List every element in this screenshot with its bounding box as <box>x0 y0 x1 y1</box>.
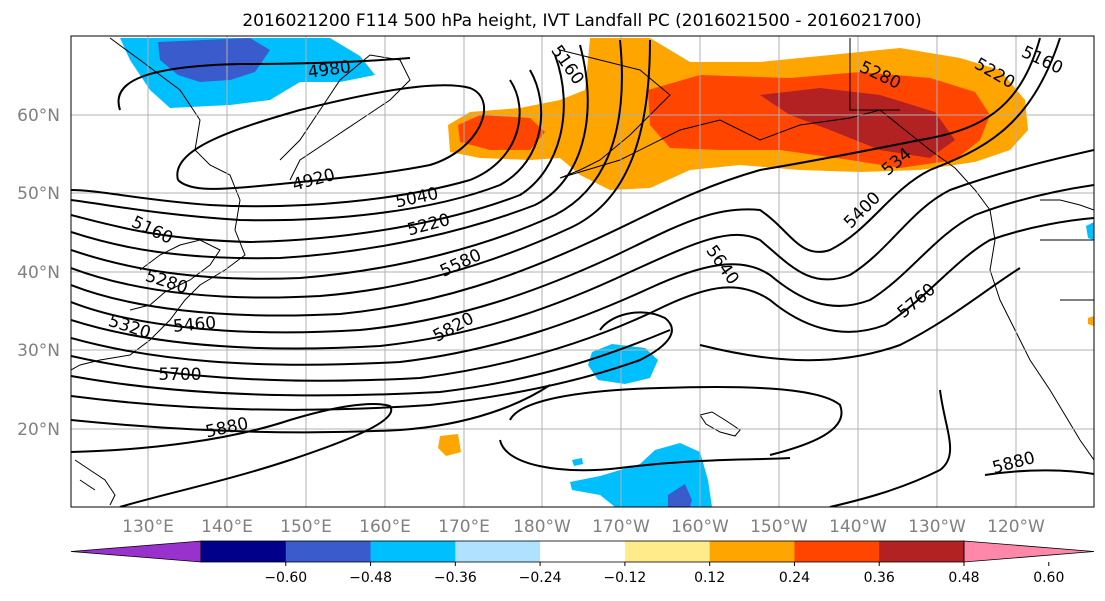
colorbar-segment <box>370 541 456 562</box>
ivt-orange-coast <box>1088 316 1094 326</box>
ivt-blue-nw <box>158 38 270 82</box>
colorbar-tick-label: −0.60 <box>264 570 307 586</box>
colorbar-segment <box>794 541 880 562</box>
coast-na-borders <box>849 38 1094 301</box>
contour-5880-west <box>71 403 393 507</box>
lat-tick-label: 40°N <box>17 263 60 283</box>
ivt-red-west <box>458 115 545 150</box>
lat-tick-label: 50°N <box>17 184 60 204</box>
colorbar-extend-low <box>70 540 202 563</box>
colorbar: −0.60 −0.48 −0.36 −0.24 −0.12 0.12 0.24 0.36 0.4… <box>70 540 1095 586</box>
colorbar-segment <box>879 541 965 562</box>
contour-5520 <box>71 149 1094 350</box>
colorbar-tick-label: 0.36 <box>864 570 895 586</box>
lon-tick-labels: 130°E 140°E 150°E 160°E 170°E 180°W 170°… <box>122 517 1045 537</box>
lon-tick-label: 180°W <box>513 517 571 537</box>
lon-tick-label: 140°W <box>829 517 887 537</box>
colorbar-segment <box>624 541 711 562</box>
colorbar-tick-label: 0.60 <box>1033 570 1064 586</box>
ivt-shading-negative <box>120 38 1094 507</box>
colorbar-tick-label: 0.48 <box>948 570 979 586</box>
contour-5640 <box>71 217 1094 382</box>
lat-tick-labels: 60°N 50°N 40°N 30°N 20°N <box>17 106 60 440</box>
ivt-lightblue-east <box>1086 222 1094 240</box>
lon-tick-label: 170°E <box>438 517 490 537</box>
lon-tick-label: 150°W <box>750 517 808 537</box>
contour-5040 <box>71 79 521 208</box>
lat-tick-label: 60°N <box>17 106 60 126</box>
colorbar-segment <box>709 541 795 562</box>
map-frame <box>70 35 1095 508</box>
contour-5340 <box>71 39 651 299</box>
figure-title: 2016021200 F114 500 hPa height, IVT Land… <box>242 11 921 31</box>
contour-5760 <box>71 267 1021 411</box>
colorbar-tick-label: 0.24 <box>779 570 810 586</box>
coast-philippines <box>74 459 116 506</box>
coast-na-west <box>989 209 1094 461</box>
contour-4980 <box>117 57 411 111</box>
colorbar-tick-label: −0.36 <box>434 570 477 586</box>
lon-tick-label: 140°E <box>201 517 253 537</box>
coast-alaska <box>559 49 991 211</box>
lat-tick-label: 20°N <box>17 420 60 440</box>
colorbar-segment <box>285 541 372 562</box>
contour-label: 5460 <box>172 313 217 337</box>
contour-5100 <box>71 69 543 222</box>
contour-5880-east <box>499 385 1094 507</box>
colorbar-segment <box>201 541 287 562</box>
colorbar-extend-high <box>963 540 1095 563</box>
coastlines <box>71 37 1094 506</box>
contour-5700 <box>71 329 671 397</box>
lon-tick-label: 130°E <box>122 517 174 537</box>
contour-5160 <box>71 54 565 244</box>
colorbar-tick-label: 0.12 <box>694 570 725 586</box>
contour-5220 <box>71 44 589 260</box>
ivt-blue-south <box>668 484 692 507</box>
ivt-lightblue-dot <box>572 458 583 466</box>
lat-tick-label: 30°N <box>17 341 60 361</box>
contour-5280 <box>71 39 623 280</box>
lon-tick-label: 160°W <box>671 517 729 537</box>
height-contours <box>71 37 1094 507</box>
map-panel: 4980 5160 4920 5040 5220 5160 5280 5320 … <box>70 35 1095 508</box>
contour-5460 <box>71 37 1061 334</box>
colorbar-tick-label: −0.12 <box>603 570 646 586</box>
colorbar-segment <box>455 541 541 562</box>
lon-tick-label: 160°E <box>359 517 411 537</box>
contour-5580 <box>71 184 1094 366</box>
coast-asia <box>71 37 246 371</box>
colorbar-tick-label: −0.48 <box>349 570 392 586</box>
colorbar-tick-label: −0.24 <box>519 570 562 586</box>
lon-tick-label: 120°W <box>987 517 1045 537</box>
lon-tick-label: 130°W <box>908 517 966 537</box>
coast-hawaii <box>699 411 741 437</box>
contour-4920 <box>176 84 486 190</box>
ivt-orange-small <box>438 434 461 456</box>
lon-tick-label: 150°E <box>280 517 332 537</box>
contour-5400 <box>71 37 1041 317</box>
lon-tick-label: 170°W <box>592 517 650 537</box>
colorbar-segment <box>540 541 626 562</box>
colorbar-frame <box>200 540 965 563</box>
contour-label: 5700 <box>158 365 201 385</box>
